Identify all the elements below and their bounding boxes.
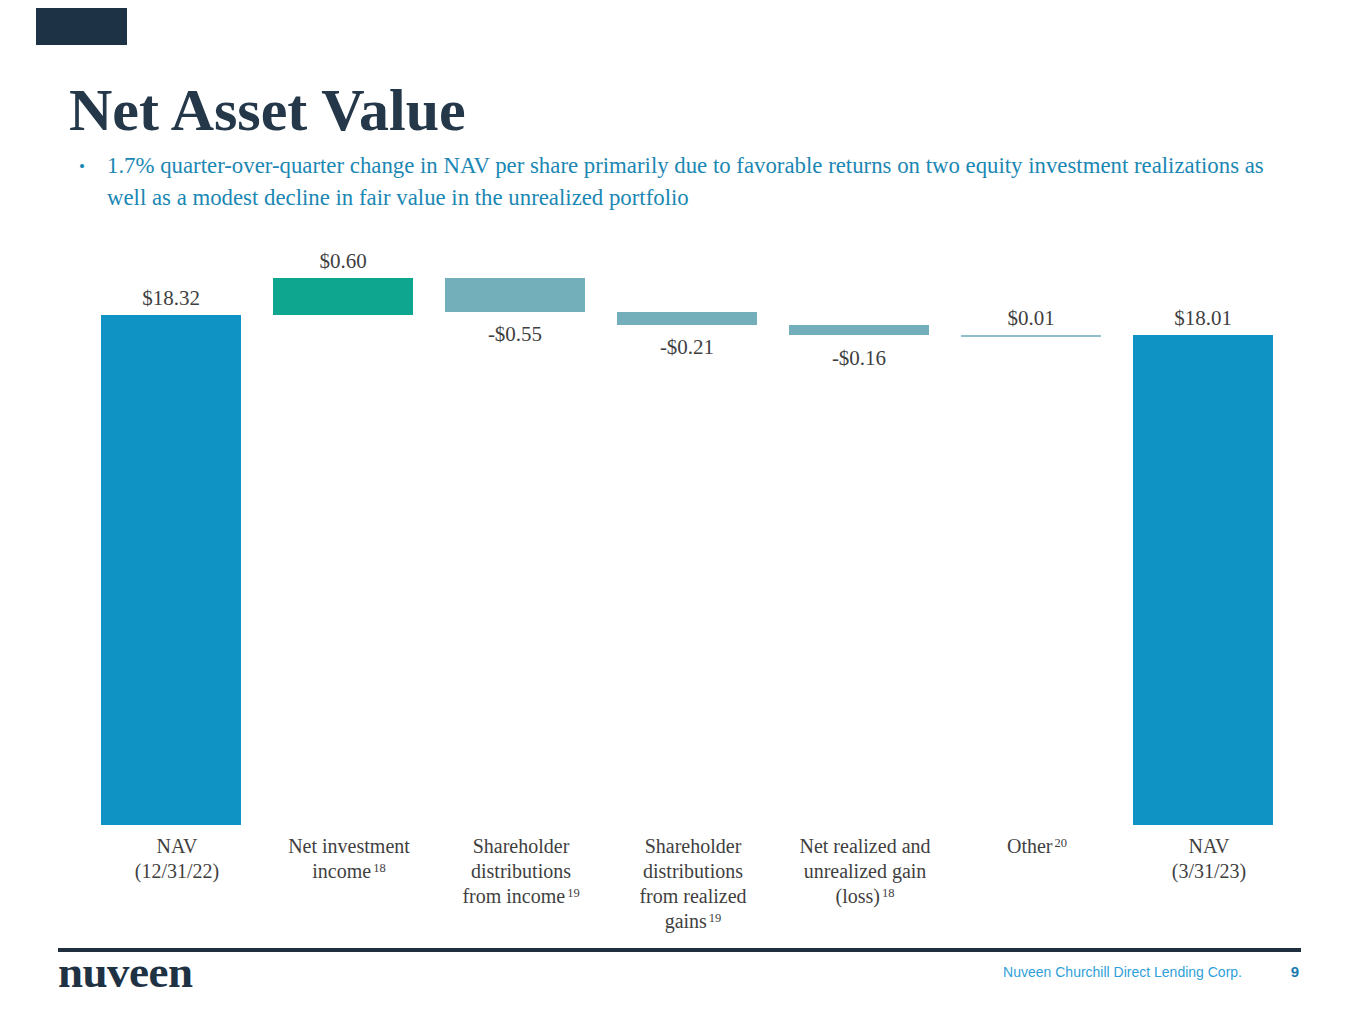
footnote-ref: 19: [709, 911, 722, 925]
category-label: NAV(3/31/23): [1117, 834, 1301, 884]
waterfall-bar: [617, 312, 757, 325]
category-label: Other20: [945, 834, 1129, 859]
slide-title: Net Asset Value: [69, 76, 466, 145]
waterfall-bar: [961, 335, 1101, 337]
category-label: Shareholderdistributionsfrom realizedgai…: [601, 834, 785, 934]
waterfall-bar: [1133, 335, 1273, 825]
bullet-text: 1.7% quarter-over-quarter change in NAV …: [107, 150, 1307, 214]
footnote-ref: 18: [373, 861, 386, 875]
bullet-item: • 1.7% quarter-over-quarter change in NA…: [77, 150, 1307, 214]
bar-value-label: $0.01: [941, 306, 1121, 331]
footer-divider: [58, 948, 1301, 952]
brand-corner-block: [36, 8, 127, 45]
footnote-ref: 19: [567, 886, 580, 900]
bar-value-label: $18.32: [81, 286, 261, 311]
footnote-ref: 20: [1055, 836, 1068, 850]
bar-value-label: -$0.16: [769, 346, 949, 371]
category-label: Net realized andunrealized gain(loss)18: [773, 834, 957, 909]
waterfall-bar: [789, 325, 929, 335]
footnote-ref: 18: [882, 886, 895, 900]
bar-value-label: -$0.21: [597, 335, 777, 360]
category-label: Net investmentincome18: [257, 834, 441, 884]
bar-value-label: -$0.55: [425, 322, 605, 347]
waterfall-bar: [101, 315, 241, 825]
category-label: Shareholderdistributionsfrom income19: [429, 834, 613, 909]
page-number: 9: [1291, 963, 1299, 980]
footer-company: Nuveen Churchill Direct Lending Corp.: [1003, 964, 1242, 980]
bar-value-label: $18.01: [1113, 306, 1293, 331]
bullet-marker: •: [79, 151, 85, 183]
waterfall-bar: [445, 278, 585, 313]
nuveen-logo: nuveen: [58, 946, 193, 998]
waterfall-bar: [273, 278, 413, 316]
bar-value-label: $0.60: [253, 249, 433, 274]
category-label: NAV(12/31/22): [85, 834, 269, 884]
